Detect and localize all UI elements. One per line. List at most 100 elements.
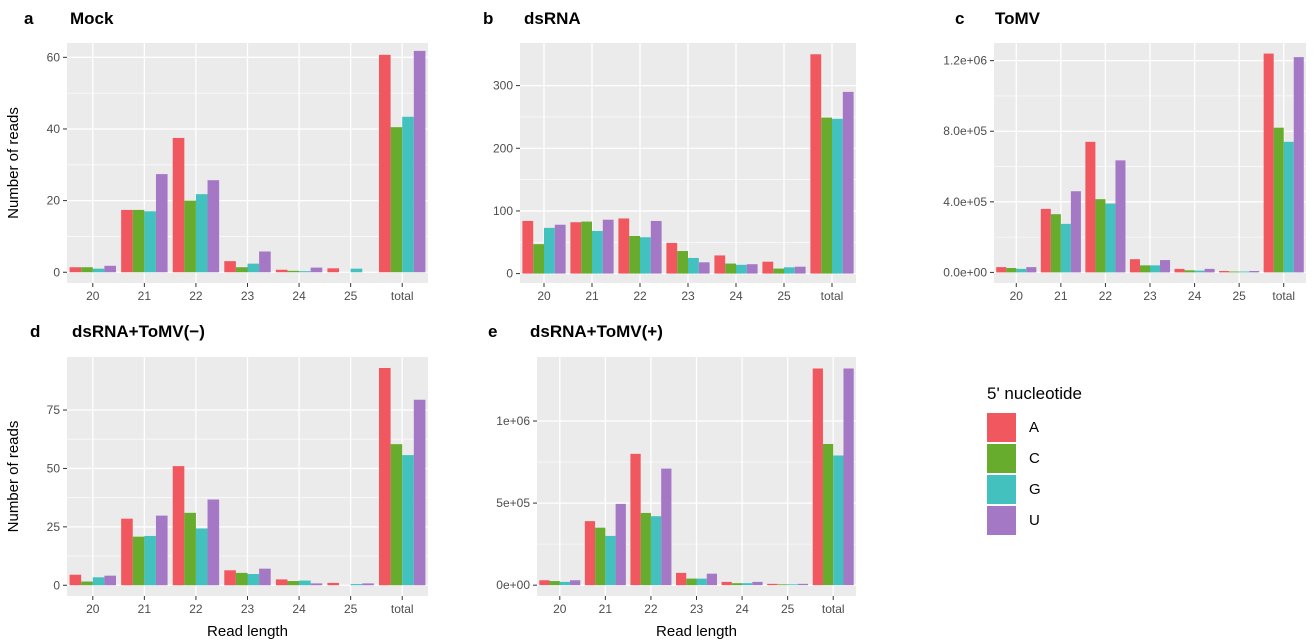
bar-C-24 <box>731 583 743 586</box>
bar-A-21 <box>570 222 582 274</box>
bar-C-20 <box>81 267 93 273</box>
bar-U-20 <box>554 224 566 274</box>
bar-A-25 <box>327 268 340 273</box>
bar-U-21 <box>155 515 168 586</box>
bar-C-20 <box>533 244 544 274</box>
bar-C-21 <box>595 527 606 586</box>
x-tick-label: 22 <box>189 602 203 616</box>
bar-G-23 <box>247 263 260 273</box>
y-tick-label: 8.0e+05 <box>943 124 987 138</box>
bar-C-22 <box>184 512 196 586</box>
bar-A-22 <box>618 218 630 274</box>
x-tick-label: 22 <box>633 289 647 303</box>
bar-chart-b: 0 100 200 300 20 21 22 23 24 25 total <box>493 43 856 303</box>
bar-C-23 <box>235 267 248 273</box>
bar-U-23 <box>706 573 718 586</box>
x-tick-label: 24 <box>292 289 306 303</box>
bar-chart-d: 0 25 50 75 20 21 22 23 24 25 total Number of reads R… <box>5 357 428 640</box>
panel-letter: e <box>488 322 498 341</box>
bar-C-22 <box>184 200 196 273</box>
bar-C-20 <box>549 581 560 586</box>
bar-A-24 <box>721 581 732 586</box>
bar-G-21 <box>1060 223 1071 273</box>
bar-C-22 <box>640 512 651 586</box>
bar-G-24 <box>736 264 747 274</box>
bar-G-20 <box>92 577 105 586</box>
bar-G-25 <box>350 584 363 586</box>
bar-G-24 <box>742 583 753 586</box>
x-tick-label: 21 <box>585 289 599 303</box>
bar-U-total <box>842 91 854 274</box>
bar-A-21 <box>121 518 133 586</box>
y-tick-label: 60 <box>47 50 61 64</box>
x-tick-label: 21 <box>138 602 152 616</box>
legend-label: G <box>1029 481 1041 498</box>
bar-U-25 <box>794 266 806 274</box>
y-tick-label: 50 <box>47 461 61 475</box>
bar-G-21 <box>144 211 156 273</box>
panel-letter: d <box>30 322 41 341</box>
bar-G-24 <box>299 580 311 586</box>
bar-G-24 <box>1194 270 1205 273</box>
bar-U-21 <box>1070 191 1081 273</box>
x-tick-label: total <box>391 602 414 616</box>
bar-C-25 <box>1229 271 1240 273</box>
bar-chart-c: 0.0e+00 4.0e+05 8.0e+05 1.2e+06 20 21 22 23 24 25… <box>943 43 1306 303</box>
y-tick-label: 0e+00 <box>496 578 530 592</box>
legend-item-c: C <box>987 443 1082 474</box>
y-axis-title: Number of reads <box>5 421 22 533</box>
legend-title: 5' nucleotide <box>987 384 1082 403</box>
bar-A-22 <box>172 137 185 273</box>
x-tick-label: 23 <box>1143 289 1157 303</box>
x-axis-title: Read length <box>656 623 737 640</box>
bar-C-21 <box>132 209 145 273</box>
bar-C-21 <box>1050 214 1061 273</box>
bar-G-total <box>833 455 844 586</box>
bar-G-21 <box>605 535 616 586</box>
bar-G-22 <box>640 237 651 274</box>
bar-C-total <box>822 443 834 586</box>
x-tick-label: 22 <box>189 289 203 303</box>
x-tick-label: 21 <box>138 289 152 303</box>
bar-A-23 <box>1129 259 1140 273</box>
legend-label: U <box>1029 512 1040 529</box>
bar-U-21 <box>155 174 168 273</box>
x-tick-label: 25 <box>781 602 795 616</box>
legend-key-u <box>987 506 1016 535</box>
bar-U-20 <box>104 265 116 273</box>
bar-U-22 <box>207 180 220 273</box>
bar-U-total <box>413 399 426 586</box>
panel-title: Mock <box>70 9 114 28</box>
bar-A-total <box>812 368 823 586</box>
bar-U-total <box>843 368 854 586</box>
bar-G-20 <box>92 268 105 273</box>
y-tick-label: 200 <box>493 141 513 155</box>
bar-G-24 <box>299 271 311 273</box>
x-tick-label: 20 <box>1010 289 1024 303</box>
bar-U-23 <box>698 262 710 274</box>
bar-G-23 <box>1150 265 1161 273</box>
bar-A-25 <box>767 583 778 586</box>
bar-U-23 <box>1160 260 1171 273</box>
y-tick-label: 25 <box>47 520 61 534</box>
x-tick-label: 24 <box>1188 289 1202 303</box>
bar-G-total <box>1283 141 1294 273</box>
legend-item-g: G <box>987 474 1082 505</box>
bar-U-22 <box>661 468 672 586</box>
bar-G-25 <box>350 268 363 273</box>
bar-C-22 <box>1095 199 1106 273</box>
bar-A-21 <box>1040 208 1051 273</box>
bar-A-20 <box>996 267 1007 273</box>
bar-U-24 <box>310 267 323 273</box>
y-tick-label: 0 <box>53 578 60 592</box>
x-tick-label: 21 <box>1054 289 1068 303</box>
x-axis-title: Read length <box>207 623 288 640</box>
bar-G-22 <box>650 516 662 586</box>
x-tick-label: total <box>391 289 414 303</box>
y-tick-label: 5e+05 <box>496 496 530 510</box>
y-tick-label: 1e+06 <box>496 414 530 428</box>
bar-A-total <box>810 54 822 274</box>
x-tick-label: 25 <box>1232 289 1246 303</box>
bar-G-20 <box>1016 268 1027 273</box>
